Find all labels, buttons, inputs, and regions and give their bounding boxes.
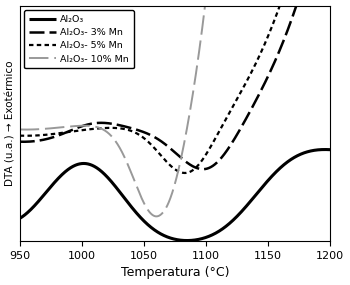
Al₂O₃- 5% Mn — [183, 171, 187, 175]
Al₂O₃ — [169, 237, 173, 240]
Al₂O₃- 5% Mn — [169, 164, 173, 168]
Al₂O₃- 5% Mn — [160, 156, 164, 159]
Al₂O₃- 3% Mn — [34, 139, 38, 143]
Line: Al₂O₃- 5% Mn: Al₂O₃- 5% Mn — [20, 0, 330, 173]
Al₂O₃- 10% Mn — [18, 128, 22, 131]
Al₂O₃ — [262, 183, 267, 186]
Al₂O₃- 3% Mn — [201, 168, 205, 171]
Al₂O₃- 3% Mn — [18, 140, 22, 143]
Al₂O₃ — [34, 203, 38, 206]
Al₂O₃- 3% Mn — [169, 147, 173, 150]
Line: Al₂O₃- 10% Mn: Al₂O₃- 10% Mn — [20, 0, 330, 216]
Al₂O₃ — [160, 233, 164, 237]
Al₂O₃- 10% Mn — [154, 215, 159, 218]
Al₂O₃ — [185, 239, 189, 242]
Al₂O₃- 5% Mn — [34, 134, 38, 137]
Legend: Al₂O₃, Al₂O₃- 3% Mn, Al₂O₃- 5% Mn, Al₂O₃- 10% Mn: Al₂O₃, Al₂O₃- 3% Mn, Al₂O₃- 5% Mn, Al₂O₃… — [25, 10, 134, 68]
Al₂O₃- 5% Mn — [18, 134, 22, 137]
X-axis label: Temperatura (°C): Temperatura (°C) — [121, 266, 229, 280]
Al₂O₃ — [18, 217, 22, 220]
Al₂O₃ — [320, 148, 324, 151]
Al₂O₃- 3% Mn — [262, 82, 267, 85]
Al₂O₃- 3% Mn — [160, 141, 164, 144]
Al₂O₃- 10% Mn — [169, 195, 173, 198]
Y-axis label: DTA (u.a.) → Exotérmico: DTA (u.a.) → Exotérmico — [6, 61, 15, 186]
Al₂O₃ — [328, 148, 332, 151]
Line: Al₂O₃: Al₂O₃ — [20, 150, 330, 241]
Al₂O₃- 10% Mn — [34, 128, 38, 131]
Al₂O₃ — [323, 148, 327, 151]
Al₂O₃- 5% Mn — [262, 43, 267, 46]
Al₂O₃ — [319, 148, 323, 151]
Line: Al₂O₃- 3% Mn: Al₂O₃- 3% Mn — [20, 0, 330, 169]
Al₂O₃- 10% Mn — [161, 211, 165, 215]
